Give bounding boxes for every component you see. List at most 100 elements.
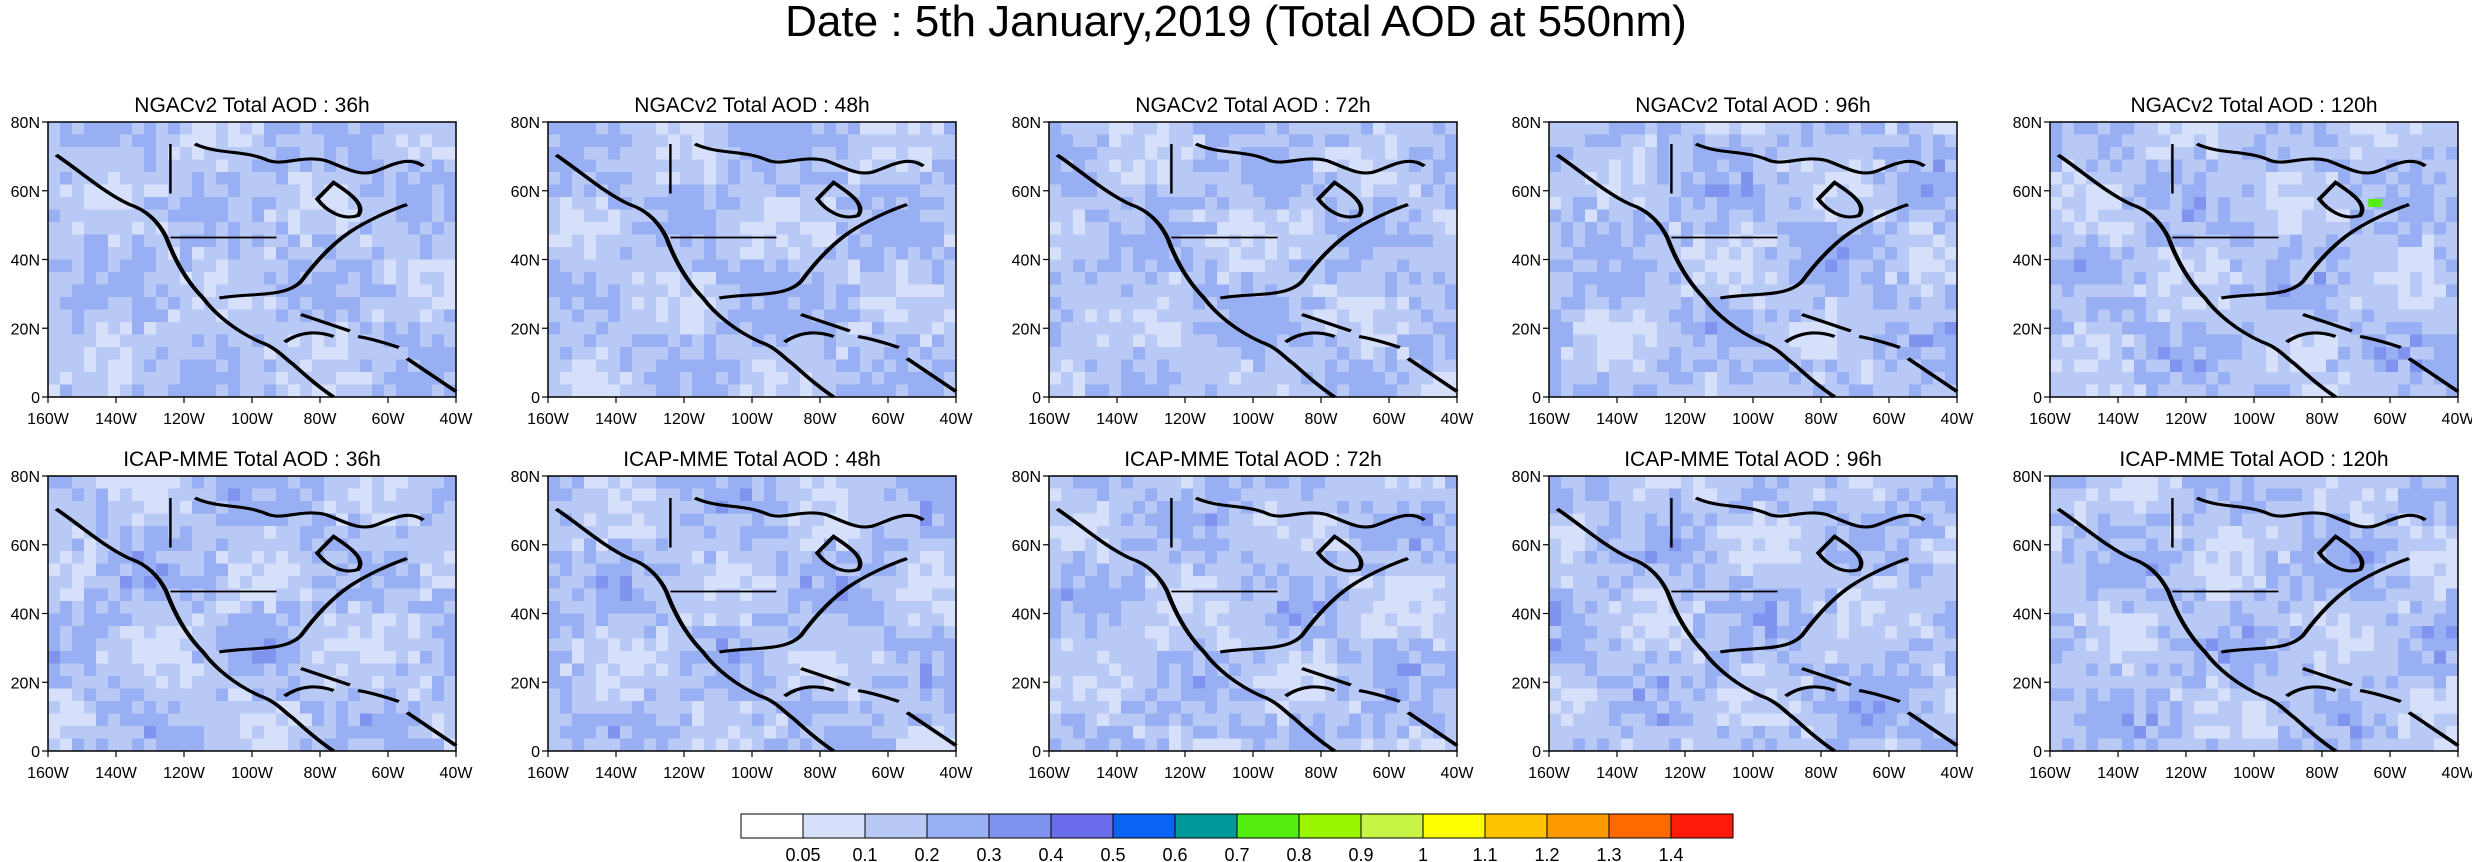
aod-cell — [192, 701, 205, 714]
aod-cell — [668, 663, 681, 677]
aod-cell — [84, 626, 97, 639]
aod-cell — [120, 172, 133, 185]
aod-cell — [1385, 359, 1398, 373]
aod-cell — [1633, 372, 1646, 385]
aod-cell — [444, 247, 457, 260]
aod-cell — [872, 359, 885, 373]
aod-cell — [192, 234, 205, 248]
x-tick-label: 120W — [663, 411, 706, 428]
x-tick-label: 80W — [1805, 411, 1839, 428]
aod-cell — [264, 676, 277, 689]
y-tick-label: 40N — [511, 253, 540, 270]
aod-cell — [1325, 122, 1338, 135]
aod-cell — [596, 209, 609, 223]
aod-cell — [836, 359, 849, 373]
y-tick-label: 20N — [11, 675, 40, 692]
aod-cell — [2062, 384, 2075, 398]
aod-cell — [608, 513, 621, 527]
aod-cell — [860, 272, 873, 285]
aod-cell — [444, 488, 457, 502]
aod-cell — [1549, 172, 1562, 185]
aod-cell — [824, 284, 837, 298]
aod-cell — [1385, 147, 1398, 160]
aod-cell — [728, 272, 741, 285]
aod-cell — [2338, 197, 2351, 210]
aod-cell — [1561, 197, 1574, 210]
aod-cell — [944, 309, 957, 323]
aod-cell — [896, 172, 909, 185]
aod-cell — [72, 134, 85, 148]
aod-cell — [1385, 384, 1398, 398]
aod-cell — [2194, 159, 2207, 173]
aod-cell — [1433, 197, 1446, 210]
aod-cell — [288, 197, 301, 210]
aod-cell — [228, 184, 241, 198]
aod-cell — [1157, 384, 1170, 398]
aod-cell — [2230, 259, 2243, 273]
aod-cell — [812, 359, 825, 373]
aod-cell — [2386, 384, 2399, 398]
aod-cell — [752, 184, 765, 198]
aod-cell — [668, 638, 681, 652]
aod-cell — [572, 663, 585, 677]
aod-cell — [1933, 172, 1946, 185]
aod-cell — [1229, 347, 1242, 360]
aod-cell — [896, 284, 909, 298]
aod-cell — [288, 297, 301, 310]
x-tick-label: 40W — [440, 411, 474, 428]
aod-cell — [716, 159, 729, 173]
aod-cell — [2062, 197, 2075, 210]
aod-cell — [2098, 197, 2111, 210]
aod-cell — [1085, 284, 1098, 298]
aod-cell — [752, 309, 765, 323]
aod-cell — [668, 272, 681, 285]
aod-cell — [872, 259, 885, 273]
aod-cell — [692, 384, 705, 398]
aod-cell — [632, 172, 645, 185]
aod-cell — [1765, 134, 1778, 148]
aod-cell — [2374, 284, 2387, 298]
aod-cell — [1717, 172, 1730, 185]
aod-cell — [680, 209, 693, 223]
aod-cell — [264, 197, 277, 210]
aod-cell — [920, 384, 933, 398]
aod-cell — [548, 663, 561, 677]
aod-cell — [1813, 272, 1826, 285]
aod-cell — [608, 247, 621, 260]
aod-cell — [312, 701, 325, 714]
aod-cell — [1669, 284, 1682, 298]
aod-cell — [408, 638, 421, 652]
aod-cell — [764, 184, 777, 198]
aod-cell — [800, 159, 813, 173]
aod-cell — [192, 563, 205, 577]
aod-cell — [2266, 359, 2279, 373]
aod-cell — [2302, 184, 2315, 198]
aod-cell — [168, 726, 181, 739]
aod-cell — [168, 322, 181, 335]
aod-cell — [620, 297, 633, 310]
aod-cell — [716, 272, 729, 285]
aod-cell — [620, 638, 633, 652]
aod-cell — [692, 588, 705, 602]
aod-cell — [1765, 222, 1778, 235]
aod-cell — [2398, 172, 2411, 185]
aod-cell — [668, 334, 681, 348]
aod-cell — [944, 234, 957, 248]
aod-cell — [444, 613, 457, 627]
x-tick-label: 100W — [231, 411, 274, 428]
aod-cell — [596, 651, 609, 664]
aod-cell — [932, 122, 945, 135]
aod-cell — [348, 334, 361, 348]
aod-cell — [168, 626, 181, 639]
aod-cell — [1597, 322, 1610, 335]
aod-cell — [2170, 222, 2183, 235]
aod-cell — [1397, 184, 1410, 198]
aod-cell — [1265, 122, 1278, 135]
aod-cell — [1885, 172, 1898, 185]
aod-cell — [396, 309, 409, 323]
aod-cell — [1753, 359, 1766, 373]
aod-cell — [324, 372, 337, 385]
aod-cell — [2158, 359, 2171, 373]
aod-cell — [1645, 272, 1658, 285]
aod-cell — [1837, 272, 1850, 285]
